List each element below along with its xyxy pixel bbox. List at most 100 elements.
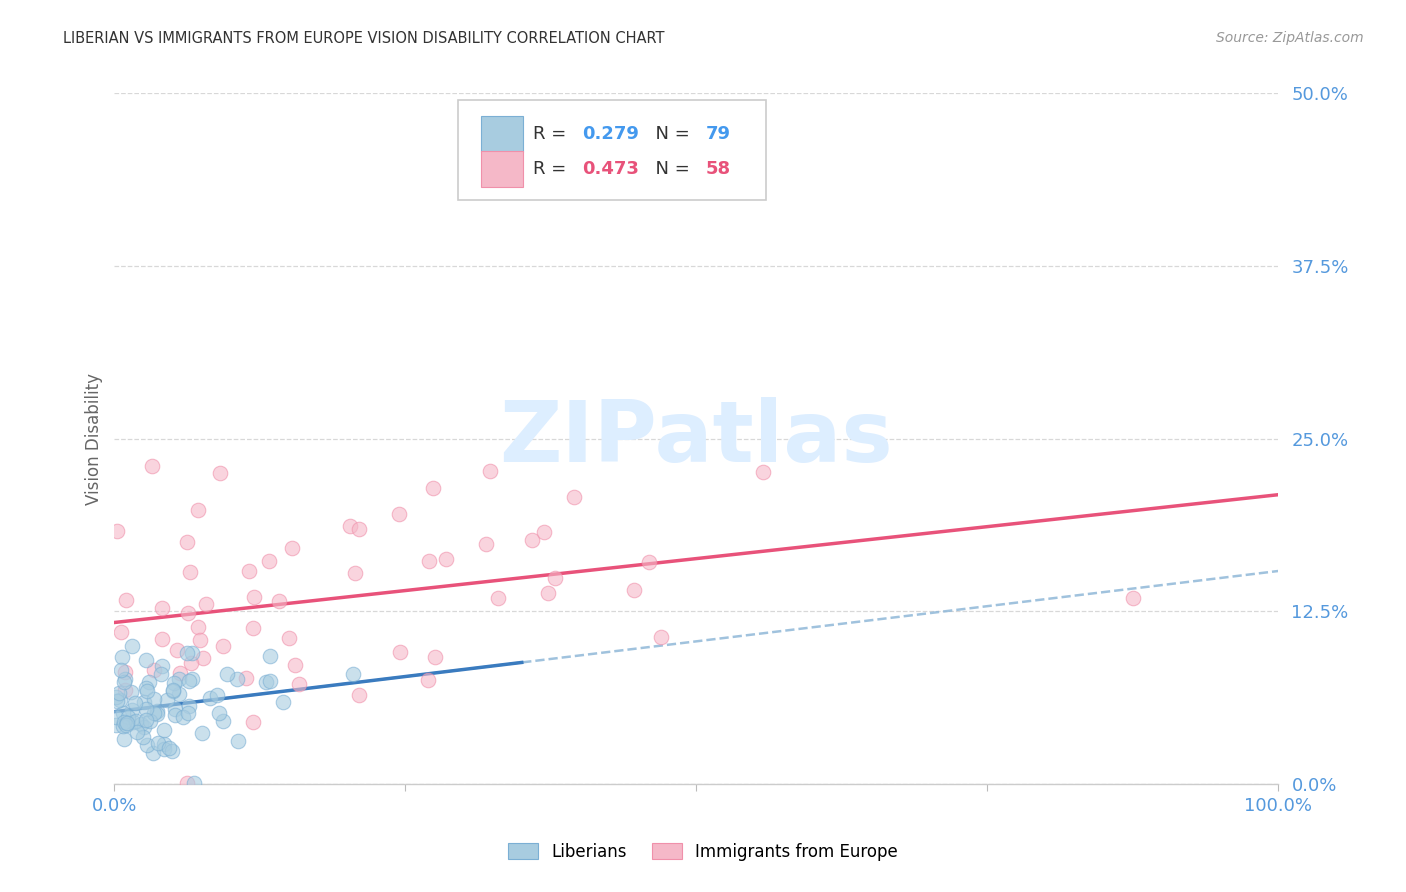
Point (179, 673, 201, 688)
Point (475, 537, 498, 551)
Text: Source: ZipAtlas.com: Source: ZipAtlas.com (1216, 31, 1364, 45)
Point (104, 718, 127, 732)
Point (752, 465, 775, 479)
Point (162, 684, 184, 698)
Point (543, 570, 565, 584)
Point (188, 633, 211, 648)
Point (179, 699, 201, 714)
Point (136, 683, 159, 698)
Point (284, 658, 307, 673)
Point (418, 673, 440, 688)
Point (120, 685, 142, 699)
Point (180, 657, 202, 671)
Point (142, 746, 165, 760)
Point (271, 695, 294, 709)
Point (422, 481, 444, 495)
Point (183, 775, 205, 789)
Text: R =: R = (533, 160, 572, 178)
Point (132, 695, 155, 709)
Point (287, 676, 309, 690)
Point (172, 710, 194, 724)
Point (623, 582, 645, 597)
Point (115, 716, 138, 731)
Point (131, 716, 153, 731)
Point (217, 666, 239, 681)
Point (537, 586, 560, 600)
Point (108, 686, 131, 700)
Point (150, 632, 173, 646)
Point (108, 693, 131, 707)
Text: ZIPatlas: ZIPatlas (499, 397, 893, 480)
Text: 0.279: 0.279 (582, 125, 640, 143)
Text: LIBERIAN VS IMMIGRANTS FROM EUROPE VISION DISABILITY CORRELATION CHART: LIBERIAN VS IMMIGRANTS FROM EUROPE VISIO… (63, 31, 665, 46)
Point (195, 598, 218, 612)
Point (124, 696, 146, 710)
Point (176, 535, 198, 549)
Point (105, 524, 128, 539)
Point (152, 738, 174, 752)
Point (191, 651, 214, 665)
Point (235, 671, 257, 685)
Point (637, 555, 659, 569)
Point (104, 690, 127, 704)
Point (114, 682, 136, 697)
Point (132, 720, 155, 734)
Point (180, 672, 202, 686)
Point (115, 592, 138, 607)
Point (138, 674, 160, 689)
Point (167, 687, 190, 701)
Point (169, 665, 191, 680)
Point (176, 646, 198, 660)
Point (254, 674, 277, 689)
Text: R =: R = (533, 125, 572, 143)
Text: 79: 79 (706, 125, 731, 143)
Point (238, 564, 260, 578)
Point (143, 663, 166, 677)
Point (281, 541, 304, 555)
Point (179, 565, 201, 579)
Point (269, 593, 291, 607)
Point (259, 554, 281, 568)
Point (117, 710, 139, 724)
Point (145, 705, 167, 719)
Point (135, 738, 157, 752)
Point (160, 744, 183, 758)
Point (150, 659, 173, 673)
Point (117, 715, 139, 730)
Point (205, 688, 228, 702)
Point (138, 714, 160, 729)
Point (150, 667, 173, 681)
Point (111, 719, 134, 733)
Point (114, 673, 136, 687)
Point (208, 706, 231, 720)
Point (423, 650, 446, 665)
Point (520, 533, 543, 547)
Text: 58: 58 (706, 160, 731, 178)
Point (564, 490, 586, 504)
Y-axis label: Vision Disability: Vision Disability (86, 373, 103, 505)
Point (165, 702, 187, 716)
FancyBboxPatch shape (458, 100, 766, 201)
Point (434, 552, 457, 566)
Point (110, 664, 132, 678)
FancyBboxPatch shape (481, 151, 523, 186)
Point (479, 463, 502, 477)
Point (148, 736, 170, 750)
Point (191, 725, 214, 739)
Point (112, 732, 135, 747)
Point (125, 714, 148, 728)
Point (152, 601, 174, 615)
Point (176, 706, 198, 720)
Point (259, 674, 281, 689)
Point (226, 672, 249, 686)
Point (143, 692, 166, 706)
Point (212, 714, 235, 728)
Point (121, 639, 143, 653)
Point (112, 675, 135, 690)
Point (114, 665, 136, 679)
Point (259, 649, 281, 664)
Legend: Liberians, Immigrants from Europe: Liberians, Immigrants from Europe (502, 837, 904, 868)
Text: 0.473: 0.473 (582, 160, 640, 178)
Point (650, 630, 672, 644)
Point (121, 715, 143, 730)
